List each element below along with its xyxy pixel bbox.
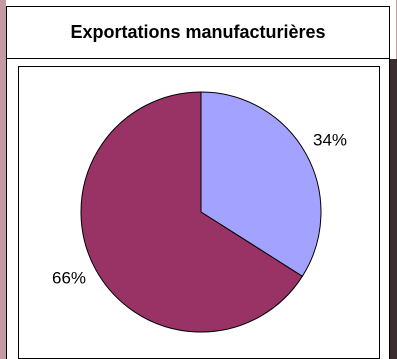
pie-slice-0	[200, 91, 322, 277]
pie-slice-1	[80, 91, 304, 333]
chart-title: Exportations manufacturières	[70, 22, 326, 42]
pie-slices	[80, 91, 322, 333]
pie-labels: 34% 66%	[52, 130, 347, 287]
frame-shadow	[390, 59, 397, 359]
pie-label-0: 34%	[313, 130, 347, 149]
title-box: Exportations manufacturières	[6, 6, 390, 59]
pie-label-1: 66%	[52, 268, 86, 287]
